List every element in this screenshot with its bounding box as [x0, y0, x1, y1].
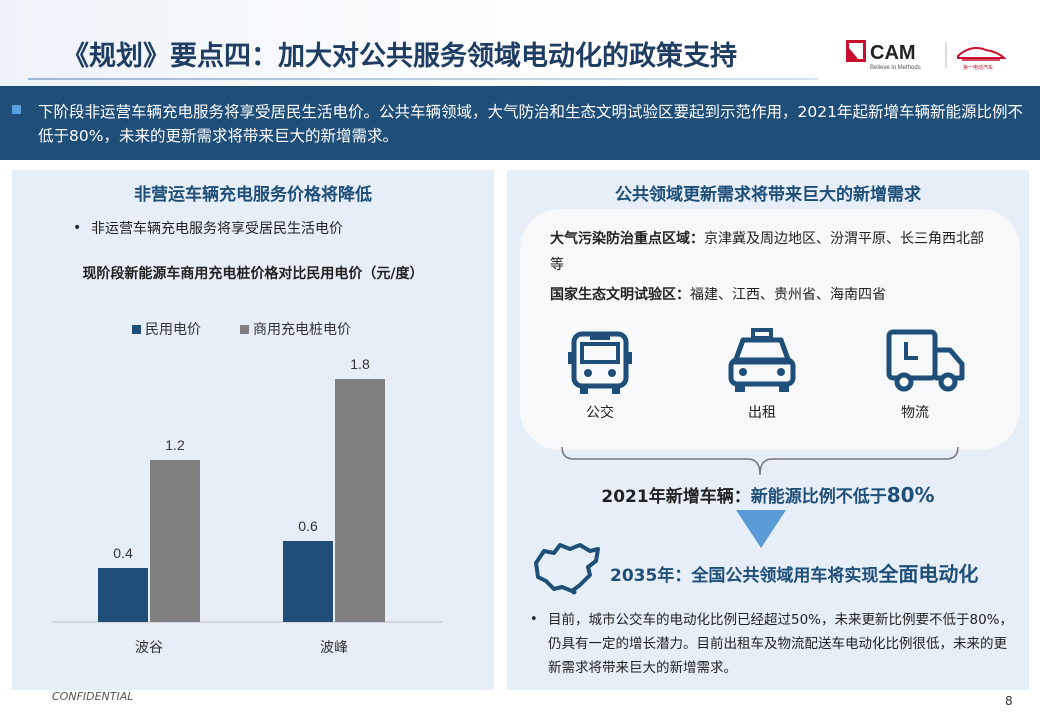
summary-text: 下阶段非运营车辆充电服务将享受居民生活电价。公共车辆领域，大气防治和生态文明试验… [38, 103, 1023, 145]
bullet-dot-icon: • [73, 220, 82, 236]
legend-swatch [240, 325, 249, 334]
logo-brand: CAM [870, 42, 916, 64]
x-tick-label: 波谷 [135, 640, 163, 656]
target-2021-prefix: 2021年新增车辆： [601, 487, 751, 507]
page-title: 《规划》要点四：加大对公共服务领域电动化的政策支持 [62, 41, 737, 72]
chart-title: 现阶段新能源车商用充电桩价格对比民用电价（元/度） [82, 266, 424, 282]
china-map-icon [534, 543, 600, 595]
bullet-dot-icon: • [530, 612, 538, 627]
legend-swatch [132, 325, 141, 334]
down-arrow-icon [736, 510, 786, 548]
bus-icon [568, 328, 638, 398]
bar-chart: 民用电价 商用充电桩电价 0.4 1.2 波谷 0.6 1.8 波峰 [52, 321, 442, 656]
logo-partner: 第一电动汽车 [963, 64, 993, 71]
confidential-label: CONFIDENTIAL [52, 690, 134, 703]
left-bullet-text: 非运营车辆充电服务将享受居民生活电价 [91, 221, 343, 237]
region-air-pollution-text: 京津冀及周边地区、汾渭平原、长三角西北部等 [550, 231, 984, 273]
right-panel-title: 公共领域更新需求将带来巨大的新增需求 [615, 185, 921, 205]
bar-波峰-0 [283, 541, 333, 622]
region-eco-zone-label: 国家生态文明试验区： [550, 287, 690, 303]
title-underline [28, 78, 818, 80]
bar-value-label: 1.8 [350, 356, 370, 372]
target-2035: 2035年：全国公共领域用车将实现全面电动化 [610, 558, 978, 587]
summary-bullet-icon [12, 105, 21, 114]
cam-logo-icon: CAM Believe in Methods 第一电动汽车 [846, 40, 1007, 71]
taxi-icon [727, 328, 797, 398]
legend-label: 商用充电桩电价 [253, 321, 351, 338]
left-panel-title: 非营运车辆充电服务价格将降低 [134, 185, 372, 205]
bar-波谷-0 [98, 568, 148, 622]
summary-banner [0, 86, 1040, 160]
bar-value-label: 0.4 [113, 545, 133, 561]
truck-icon [886, 328, 966, 398]
bar-value-label: 1.2 [165, 437, 185, 453]
page-number: 8 [1005, 694, 1013, 708]
region-air-pollution: 大气污染防治重点区域：京津冀及周边地区、汾渭平原、长三角西北部等 [550, 226, 990, 278]
title-bar [0, 0, 1040, 86]
target-2021-mid: 新能源比例不低于 [750, 487, 887, 507]
bar-波谷-1 [150, 460, 200, 622]
bottom-note: 目前，城市公交车的电动化比例已经超过50%，未来更新比例要不低于80%，仍具有一… [548, 612, 1014, 676]
logo-tagline: Believe in Methods [870, 65, 921, 71]
truck-label: 物流 [901, 405, 929, 421]
target-2035-prefix: 2035年：全国公共领域用车将实现 [610, 566, 879, 586]
taxi-label: 出租 [748, 405, 776, 421]
logo: CAM Believe in Methods 第一电动汽车 [846, 40, 1016, 72]
brace-icon [561, 446, 959, 476]
region-air-pollution-label: 大气污染防治重点区域： [550, 231, 704, 247]
target-2021: 2021年新增车辆：新能源比例不低于80% [507, 482, 1029, 507]
bus-label: 公交 [586, 405, 614, 421]
region-eco-zone: 国家生态文明试验区：福建、江西、贵州省、海南四省 [550, 284, 990, 304]
left-panel [12, 170, 494, 690]
region-eco-zone-text: 福建、江西、贵州省、海南四省 [690, 287, 886, 303]
target-2035-emphasis: 全面电动化 [878, 562, 979, 586]
target-2021-number: 80% [886, 483, 935, 507]
legend-label: 民用电价 [145, 322, 201, 338]
bar-value-label: 0.6 [298, 518, 318, 534]
bar-波峰-1 [335, 379, 385, 622]
x-tick-label: 波峰 [320, 640, 348, 656]
